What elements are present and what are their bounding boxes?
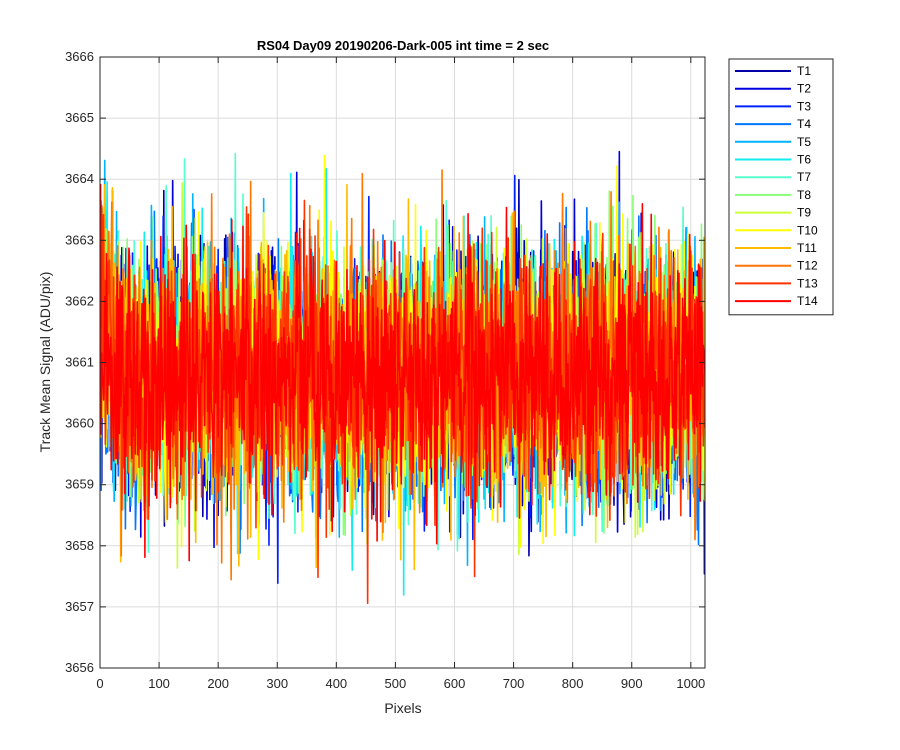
y-tick-label: 3663 bbox=[65, 232, 94, 247]
legend-label-t12: T12 bbox=[797, 259, 818, 273]
y-tick-label: 3658 bbox=[65, 538, 94, 553]
x-tick-label: 300 bbox=[266, 676, 288, 691]
chart-title: RS04 Day09 20190206-Dark-005 int time = … bbox=[257, 38, 549, 53]
x-axis: 0 100 200 300 400 500 600 700 800 900 1000 bbox=[96, 57, 705, 691]
legend-label-t13: T13 bbox=[797, 276, 818, 290]
x-tick-label: 200 bbox=[207, 676, 229, 691]
legend-label-t4: T4 bbox=[797, 117, 811, 131]
x-tick-label: 600 bbox=[444, 676, 466, 691]
y-tick-label: 3665 bbox=[65, 110, 94, 125]
x-tick-label: 0 bbox=[96, 676, 103, 691]
y-tick-label: 3666 bbox=[65, 49, 94, 64]
legend-label-t1: T1 bbox=[797, 64, 811, 78]
legend: T1 T2 T3 T4 T5 T6 T7 T8 T9 T10 T11 T12 T13 T14 bbox=[728, 58, 834, 316]
x-axis-label: Pixels bbox=[384, 700, 421, 716]
series-line-t14 bbox=[100, 183, 705, 562]
x-tick-label: 900 bbox=[621, 676, 643, 691]
y-tick-label: 3656 bbox=[65, 660, 94, 675]
x-tick-label: 1000 bbox=[676, 676, 705, 691]
x-tick-label: 400 bbox=[325, 676, 347, 691]
y-tick-label: 3657 bbox=[65, 599, 94, 614]
legend-label-t7: T7 bbox=[797, 170, 811, 184]
x-tick-label: 100 bbox=[148, 676, 170, 691]
legend-label-t3: T3 bbox=[797, 99, 811, 113]
legend-label-t5: T5 bbox=[797, 135, 811, 149]
x-tick-label: 500 bbox=[385, 676, 407, 691]
legend-label-t8: T8 bbox=[797, 188, 811, 202]
legend-box bbox=[728, 58, 834, 316]
x-tick-label: 700 bbox=[503, 676, 525, 691]
legend-label-t2: T2 bbox=[797, 82, 811, 96]
legend-label-t14: T14 bbox=[797, 294, 818, 308]
y-tick-label: 3664 bbox=[65, 171, 94, 186]
y-tick-label: 3662 bbox=[65, 293, 94, 308]
legend-label-t6: T6 bbox=[797, 153, 811, 167]
y-tick-label: 3660 bbox=[65, 416, 94, 431]
y-tick-label: 3659 bbox=[65, 477, 94, 492]
series-lines bbox=[100, 150, 705, 605]
legend-label-t9: T9 bbox=[797, 206, 811, 220]
legend-label-t11: T11 bbox=[797, 241, 817, 255]
x-tick-label: 800 bbox=[562, 676, 584, 691]
y-axis-label: Track Mean Signal (ADU/pix) bbox=[37, 272, 53, 453]
y-tick-label: 3661 bbox=[65, 355, 94, 370]
y-axis: 3656 3657 3658 3659 3660 3661 3662 3663 3664 3665… bbox=[65, 49, 705, 675]
legend-label-t10: T10 bbox=[797, 223, 818, 237]
